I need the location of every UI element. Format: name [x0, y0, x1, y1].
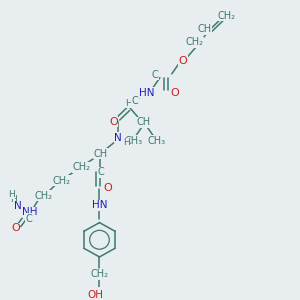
Text: O: O [109, 116, 118, 127]
Text: C: C [26, 214, 32, 224]
Text: CH₂: CH₂ [53, 176, 71, 186]
Text: C: C [152, 70, 158, 80]
Text: N: N [114, 133, 122, 143]
Text: CH: CH [197, 24, 212, 34]
Text: CH₂: CH₂ [73, 162, 91, 172]
Text: HN: HN [92, 200, 107, 210]
Text: CH: CH [136, 118, 150, 128]
Text: H: H [8, 190, 15, 199]
Text: O: O [178, 56, 187, 65]
Text: O: O [170, 88, 179, 98]
Text: C: C [132, 96, 139, 106]
Text: CH₃: CH₃ [124, 136, 142, 146]
Text: OH: OH [88, 290, 103, 300]
Text: H: H [10, 195, 17, 204]
Text: CH₂: CH₂ [91, 269, 109, 279]
Text: CH₂: CH₂ [186, 38, 204, 47]
Text: H: H [123, 138, 130, 147]
Text: CH: CH [93, 149, 107, 159]
Text: N: N [14, 201, 22, 212]
Text: C: C [97, 167, 104, 177]
Text: CH₃: CH₃ [148, 136, 166, 146]
Text: O: O [103, 183, 112, 193]
Text: HN: HN [139, 88, 155, 98]
Text: CH₂: CH₂ [217, 11, 235, 21]
Text: H: H [125, 99, 132, 108]
Text: CH₂: CH₂ [35, 191, 53, 201]
Text: NH: NH [22, 207, 38, 217]
Text: O: O [11, 223, 20, 233]
